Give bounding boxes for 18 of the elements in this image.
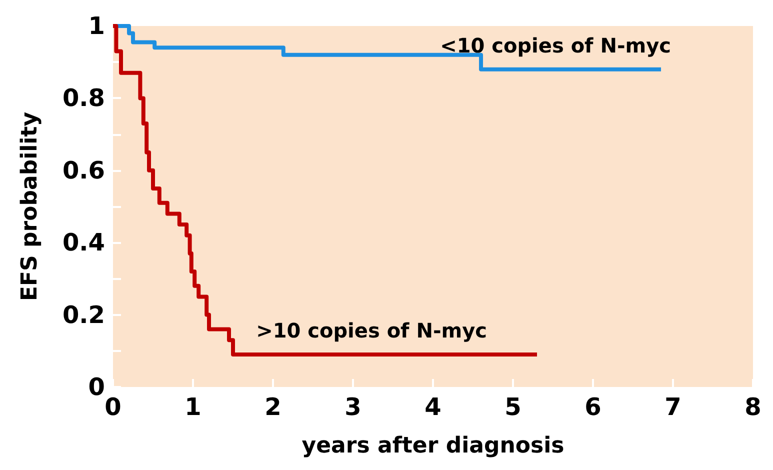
y-tick-label: 0.2: [62, 300, 105, 329]
x-tick-label: 3: [344, 393, 362, 421]
y-tick-label: 1: [88, 12, 105, 40]
y-tick-label: 0.6: [62, 156, 105, 184]
x-axis-title: years after diagnosis: [302, 434, 564, 458]
x-tick-label: 2: [264, 393, 282, 421]
x-tick-label: 6: [584, 393, 602, 421]
x-tick-label: 1: [184, 393, 202, 421]
y-tick-label: 0.8: [62, 84, 105, 112]
series-label: <10 copies of N-myc: [440, 33, 671, 58]
y-axis-title: EFS probability: [18, 112, 42, 302]
series-label: >10 copies of N-myc: [256, 318, 487, 343]
y-tick-label: 0: [88, 373, 105, 401]
x-tick-label: 5: [504, 393, 522, 421]
y-tick-label: 0.4: [62, 228, 105, 257]
x-tick-label: 7: [664, 393, 682, 421]
x-tick-label: 4: [424, 393, 442, 421]
x-tick-label: 8: [744, 393, 762, 421]
